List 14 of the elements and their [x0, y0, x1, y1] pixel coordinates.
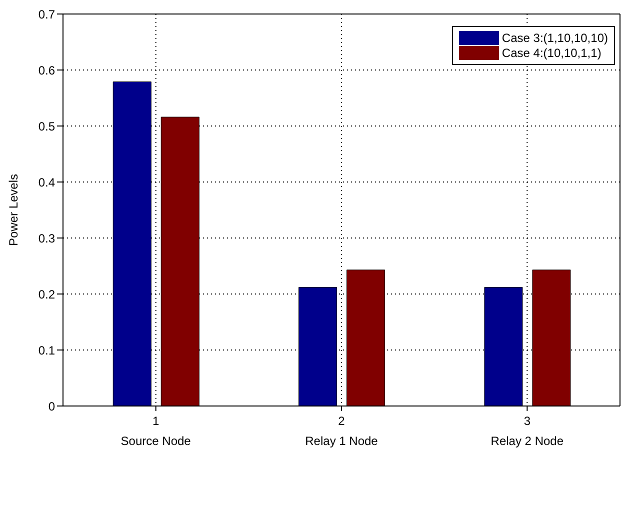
y-tick-label: 0.2: [38, 287, 56, 302]
y-tick-label: 0.4: [38, 175, 56, 190]
y-tick-label: 0.5: [38, 119, 56, 134]
legend-label: Case 4:(10,10,1,1): [502, 46, 602, 60]
y-tick-label: 0: [48, 399, 56, 414]
x-tick-label: 1 Source Node: [120, 414, 192, 448]
x-tick-label: 3 Relay 2 Node: [490, 414, 564, 448]
y-tick-label: 0.7: [38, 7, 56, 22]
x-tick-label: 2 Relay 1 Node: [305, 414, 378, 448]
y-tick-label: 0.6: [38, 63, 56, 78]
y-tick-label: 0.1: [38, 343, 56, 358]
y-axis-title: Power Levels: [6, 174, 20, 246]
legend-label: Case 3:(1,10,10,10): [502, 31, 608, 45]
y-tick-label: 0.3: [38, 231, 56, 246]
